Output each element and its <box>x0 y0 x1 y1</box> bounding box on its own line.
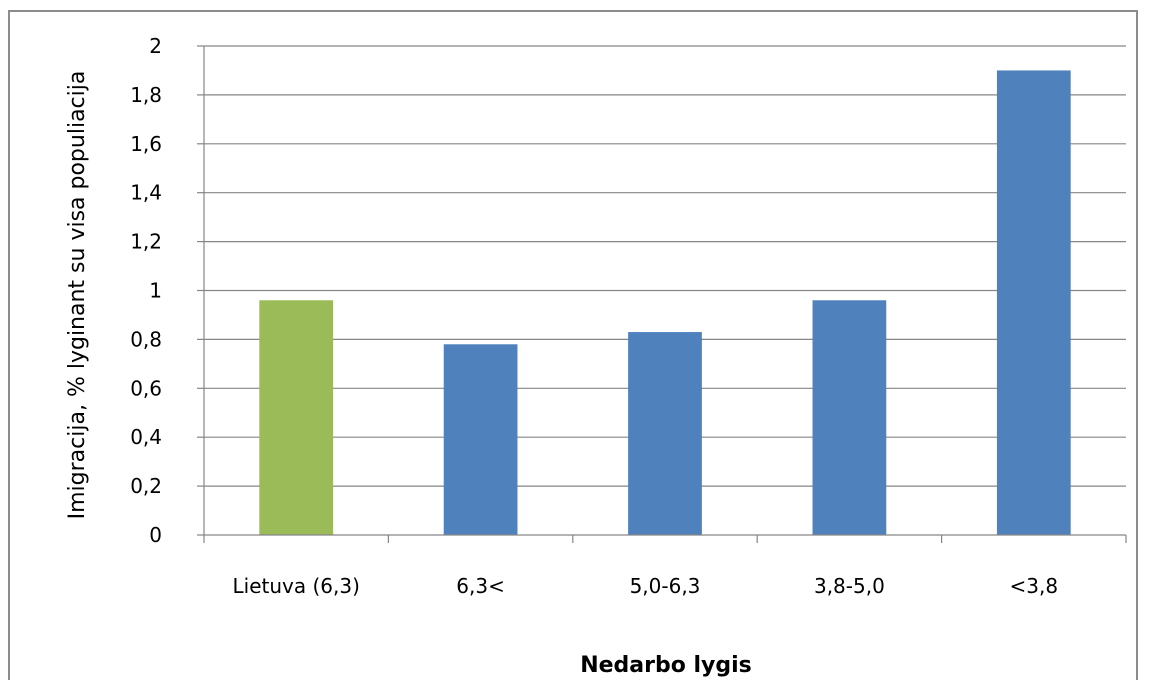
bar <box>628 332 702 535</box>
bar <box>444 344 518 535</box>
y-tick-label: 0 <box>149 523 162 547</box>
bar <box>813 300 887 535</box>
y-tick-label: 1,6 <box>130 132 162 156</box>
x-axis-title: Nedarbo lygis <box>580 653 752 678</box>
x-tick-label: Lietuva (6,3) <box>233 574 360 598</box>
bar <box>997 70 1071 535</box>
y-tick-label: 0,4 <box>130 425 162 449</box>
y-tick-label: 1 <box>149 279 162 303</box>
y-tick-label: 0,2 <box>130 474 162 498</box>
x-tick-label: 6,3< <box>456 574 505 598</box>
y-tick-label: 0,6 <box>130 376 162 400</box>
bars <box>259 70 1070 535</box>
y-tick-labels: 0 0,2 0,4 0,6 0,8 1 1,2 1,4 1,6 1,8 2 <box>130 34 162 547</box>
y-tick-label: 1,2 <box>130 230 162 254</box>
y-tick-label: 0,8 <box>130 327 162 351</box>
x-tick-labels: Lietuva (6,3) 6,3< 5,0-6,3 3,8-5,0 <3,8 <box>233 574 1059 598</box>
x-tick-label: 5,0-6,3 <box>630 574 701 598</box>
y-tick-label: 1,8 <box>130 83 162 107</box>
bar <box>259 300 333 535</box>
x-tick-label: <3,8 <box>1010 574 1059 598</box>
y-tick-label: 1,4 <box>130 181 162 205</box>
y-tick-label: 2 <box>149 34 162 58</box>
y-axis-title: Imigracija, % lyginant su visa populiaci… <box>65 71 90 520</box>
x-tick-label: 3,8-5,0 <box>814 574 885 598</box>
